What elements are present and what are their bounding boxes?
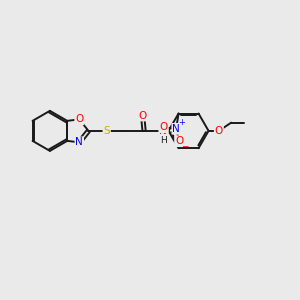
Text: O: O	[215, 126, 223, 136]
Text: O: O	[160, 122, 168, 132]
Text: N: N	[159, 126, 167, 136]
Text: −: −	[181, 142, 188, 151]
Text: N: N	[75, 137, 83, 147]
Text: O: O	[75, 114, 83, 124]
Text: O: O	[175, 136, 183, 146]
Text: O: O	[139, 110, 147, 121]
Text: +: +	[178, 118, 184, 127]
Text: H: H	[160, 136, 166, 145]
Text: S: S	[103, 126, 110, 136]
Text: N: N	[172, 124, 180, 134]
